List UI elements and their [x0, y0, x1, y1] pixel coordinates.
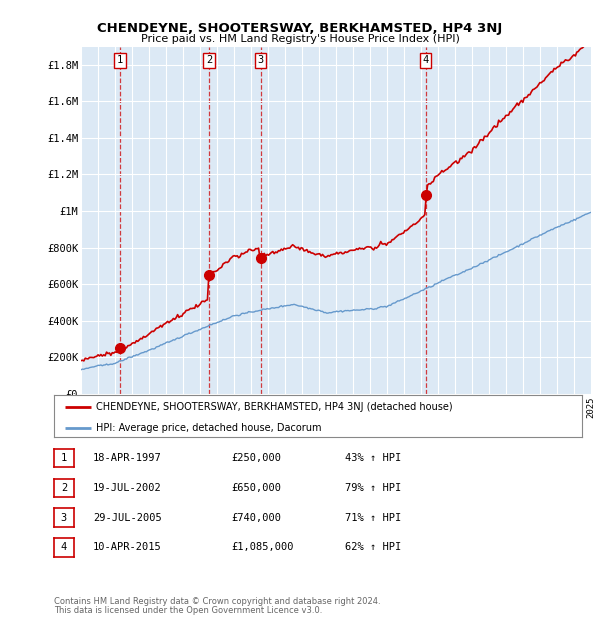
- Text: 29-JUL-2005: 29-JUL-2005: [93, 513, 162, 523]
- Text: 3: 3: [61, 513, 67, 523]
- Text: 1: 1: [117, 55, 123, 65]
- Text: 2: 2: [206, 55, 212, 65]
- Text: CHENDEYNE, SHOOTERSWAY, BERKHAMSTED, HP4 3NJ (detached house): CHENDEYNE, SHOOTERSWAY, BERKHAMSTED, HP4…: [96, 402, 453, 412]
- Text: 18-APR-1997: 18-APR-1997: [93, 453, 162, 463]
- Text: £740,000: £740,000: [231, 513, 281, 523]
- Text: HPI: Average price, detached house, Dacorum: HPI: Average price, detached house, Daco…: [96, 423, 322, 433]
- Text: 19-JUL-2002: 19-JUL-2002: [93, 483, 162, 493]
- Text: 1: 1: [61, 453, 67, 463]
- Text: £650,000: £650,000: [231, 483, 281, 493]
- Text: 2: 2: [61, 483, 67, 493]
- Text: 4: 4: [422, 55, 429, 65]
- Text: 3: 3: [257, 55, 264, 65]
- Text: £1,085,000: £1,085,000: [231, 542, 293, 552]
- Text: 43% ↑ HPI: 43% ↑ HPI: [345, 453, 401, 463]
- Text: £250,000: £250,000: [231, 453, 281, 463]
- Text: 4: 4: [61, 542, 67, 552]
- Text: 62% ↑ HPI: 62% ↑ HPI: [345, 542, 401, 552]
- Text: CHENDEYNE, SHOOTERSWAY, BERKHAMSTED, HP4 3NJ: CHENDEYNE, SHOOTERSWAY, BERKHAMSTED, HP4…: [97, 22, 503, 35]
- Text: Price paid vs. HM Land Registry's House Price Index (HPI): Price paid vs. HM Land Registry's House …: [140, 34, 460, 44]
- Text: 71% ↑ HPI: 71% ↑ HPI: [345, 513, 401, 523]
- Text: 10-APR-2015: 10-APR-2015: [93, 542, 162, 552]
- Text: Contains HM Land Registry data © Crown copyright and database right 2024.: Contains HM Land Registry data © Crown c…: [54, 597, 380, 606]
- Text: 79% ↑ HPI: 79% ↑ HPI: [345, 483, 401, 493]
- Text: This data is licensed under the Open Government Licence v3.0.: This data is licensed under the Open Gov…: [54, 606, 322, 615]
